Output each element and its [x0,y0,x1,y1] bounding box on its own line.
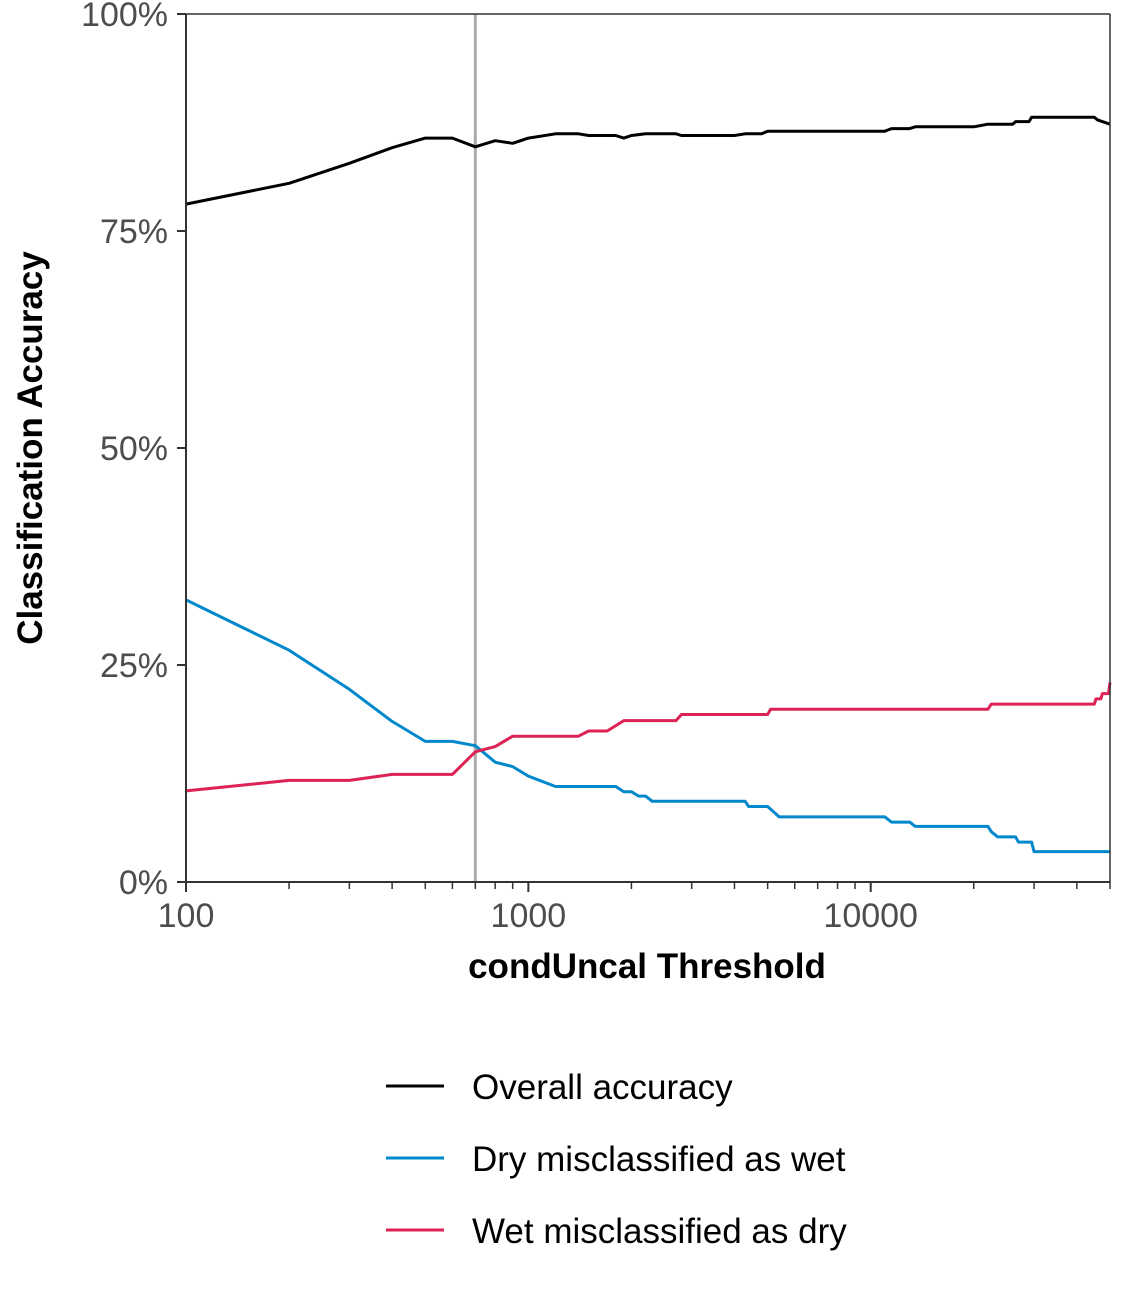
x-tick-label-2: 1000 [491,897,567,935]
y-tick-label-1: 0% [119,864,168,902]
x-axis-title: condUncal Threshold [468,947,826,986]
y-axis-title: Classification Accuracy [11,251,50,645]
series-line-3 [185,682,1112,793]
series-line-1 [185,115,1111,206]
legend-label-1: Overall accuracy [472,1068,733,1107]
plot-area [185,14,1112,882]
y-tick-label-5: 100% [81,0,168,34]
legend: Overall accuracy Dry misclassified as wet… [386,1068,847,1251]
y-tick-label-3: 50% [100,430,168,468]
y-tick-label-4: 75% [100,213,168,251]
x-tick-label-3: 10000 [823,897,918,935]
x-tick-label-1: 100 [158,897,215,935]
y-tick-label-2: 25% [100,647,168,685]
legend-label-3: Wet misclassified as dry [472,1212,847,1251]
series-line-2 [185,598,1110,854]
legend-label-2: Dry misclassified as wet [472,1140,846,1179]
axes: 0% 25% 50% 75% 100% 100 1000 10000 [81,0,1111,935]
